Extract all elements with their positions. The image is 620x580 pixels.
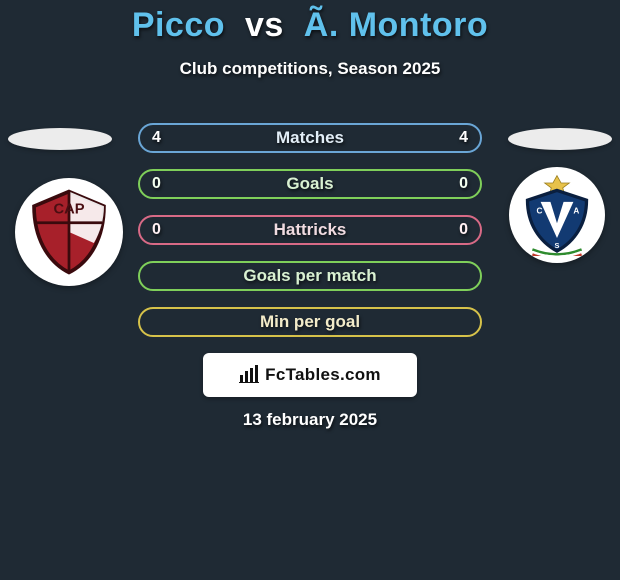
- right-team-crest: C A S: [509, 167, 605, 263]
- stat-right-value: 0: [447, 217, 480, 243]
- stat-row-matches: 4 Matches 4: [138, 123, 482, 153]
- stat-right-value: 4: [447, 125, 480, 151]
- stat-row-min-per-goal: Min per goal: [138, 307, 482, 337]
- stat-label: Matches: [140, 125, 480, 151]
- stat-row-goals: 0 Goals 0: [138, 169, 482, 199]
- bar-chart-icon: [239, 365, 259, 386]
- stat-right-value: 0: [447, 171, 480, 197]
- left-oval-shadow: [8, 128, 112, 150]
- stat-label: Goals per match: [140, 263, 480, 289]
- left-team-crest: CAP: [15, 178, 123, 286]
- stat-label: Min per goal: [140, 309, 480, 335]
- title-vs: vs: [245, 6, 284, 44]
- stats-block: 4 Matches 4 0 Goals 0 0 Hattricks 0 Goal…: [138, 123, 482, 353]
- svg-text:C: C: [537, 206, 543, 215]
- svg-text:A: A: [573, 206, 579, 215]
- stat-right-value: [456, 263, 480, 289]
- stat-label: Goals: [140, 171, 480, 197]
- page-title: Picco vs Ã. Montoro: [0, 0, 620, 45]
- stat-row-hattricks: 0 Hattricks 0: [138, 215, 482, 245]
- stat-right-value: [456, 309, 480, 335]
- brand-box: FcTables.com: [203, 353, 417, 397]
- shield-icon: C A S: [516, 174, 598, 256]
- subtitle: Club competitions, Season 2025: [0, 59, 620, 79]
- stat-label: Hattricks: [140, 217, 480, 243]
- title-left-player: Picco: [132, 6, 225, 44]
- stat-row-goals-per-match: Goals per match: [138, 261, 482, 291]
- date-label: 13 february 2025: [0, 410, 620, 430]
- crest-left-text: CAP: [53, 202, 84, 218]
- brand-text: FcTables.com: [265, 365, 381, 385]
- comparison-card: Picco vs Ã. Montoro Club competitions, S…: [0, 0, 620, 580]
- shield-icon: CAP: [23, 186, 115, 278]
- svg-text:S: S: [555, 241, 560, 250]
- title-right-player: Ã. Montoro: [304, 6, 488, 44]
- right-oval-shadow: [508, 128, 612, 150]
